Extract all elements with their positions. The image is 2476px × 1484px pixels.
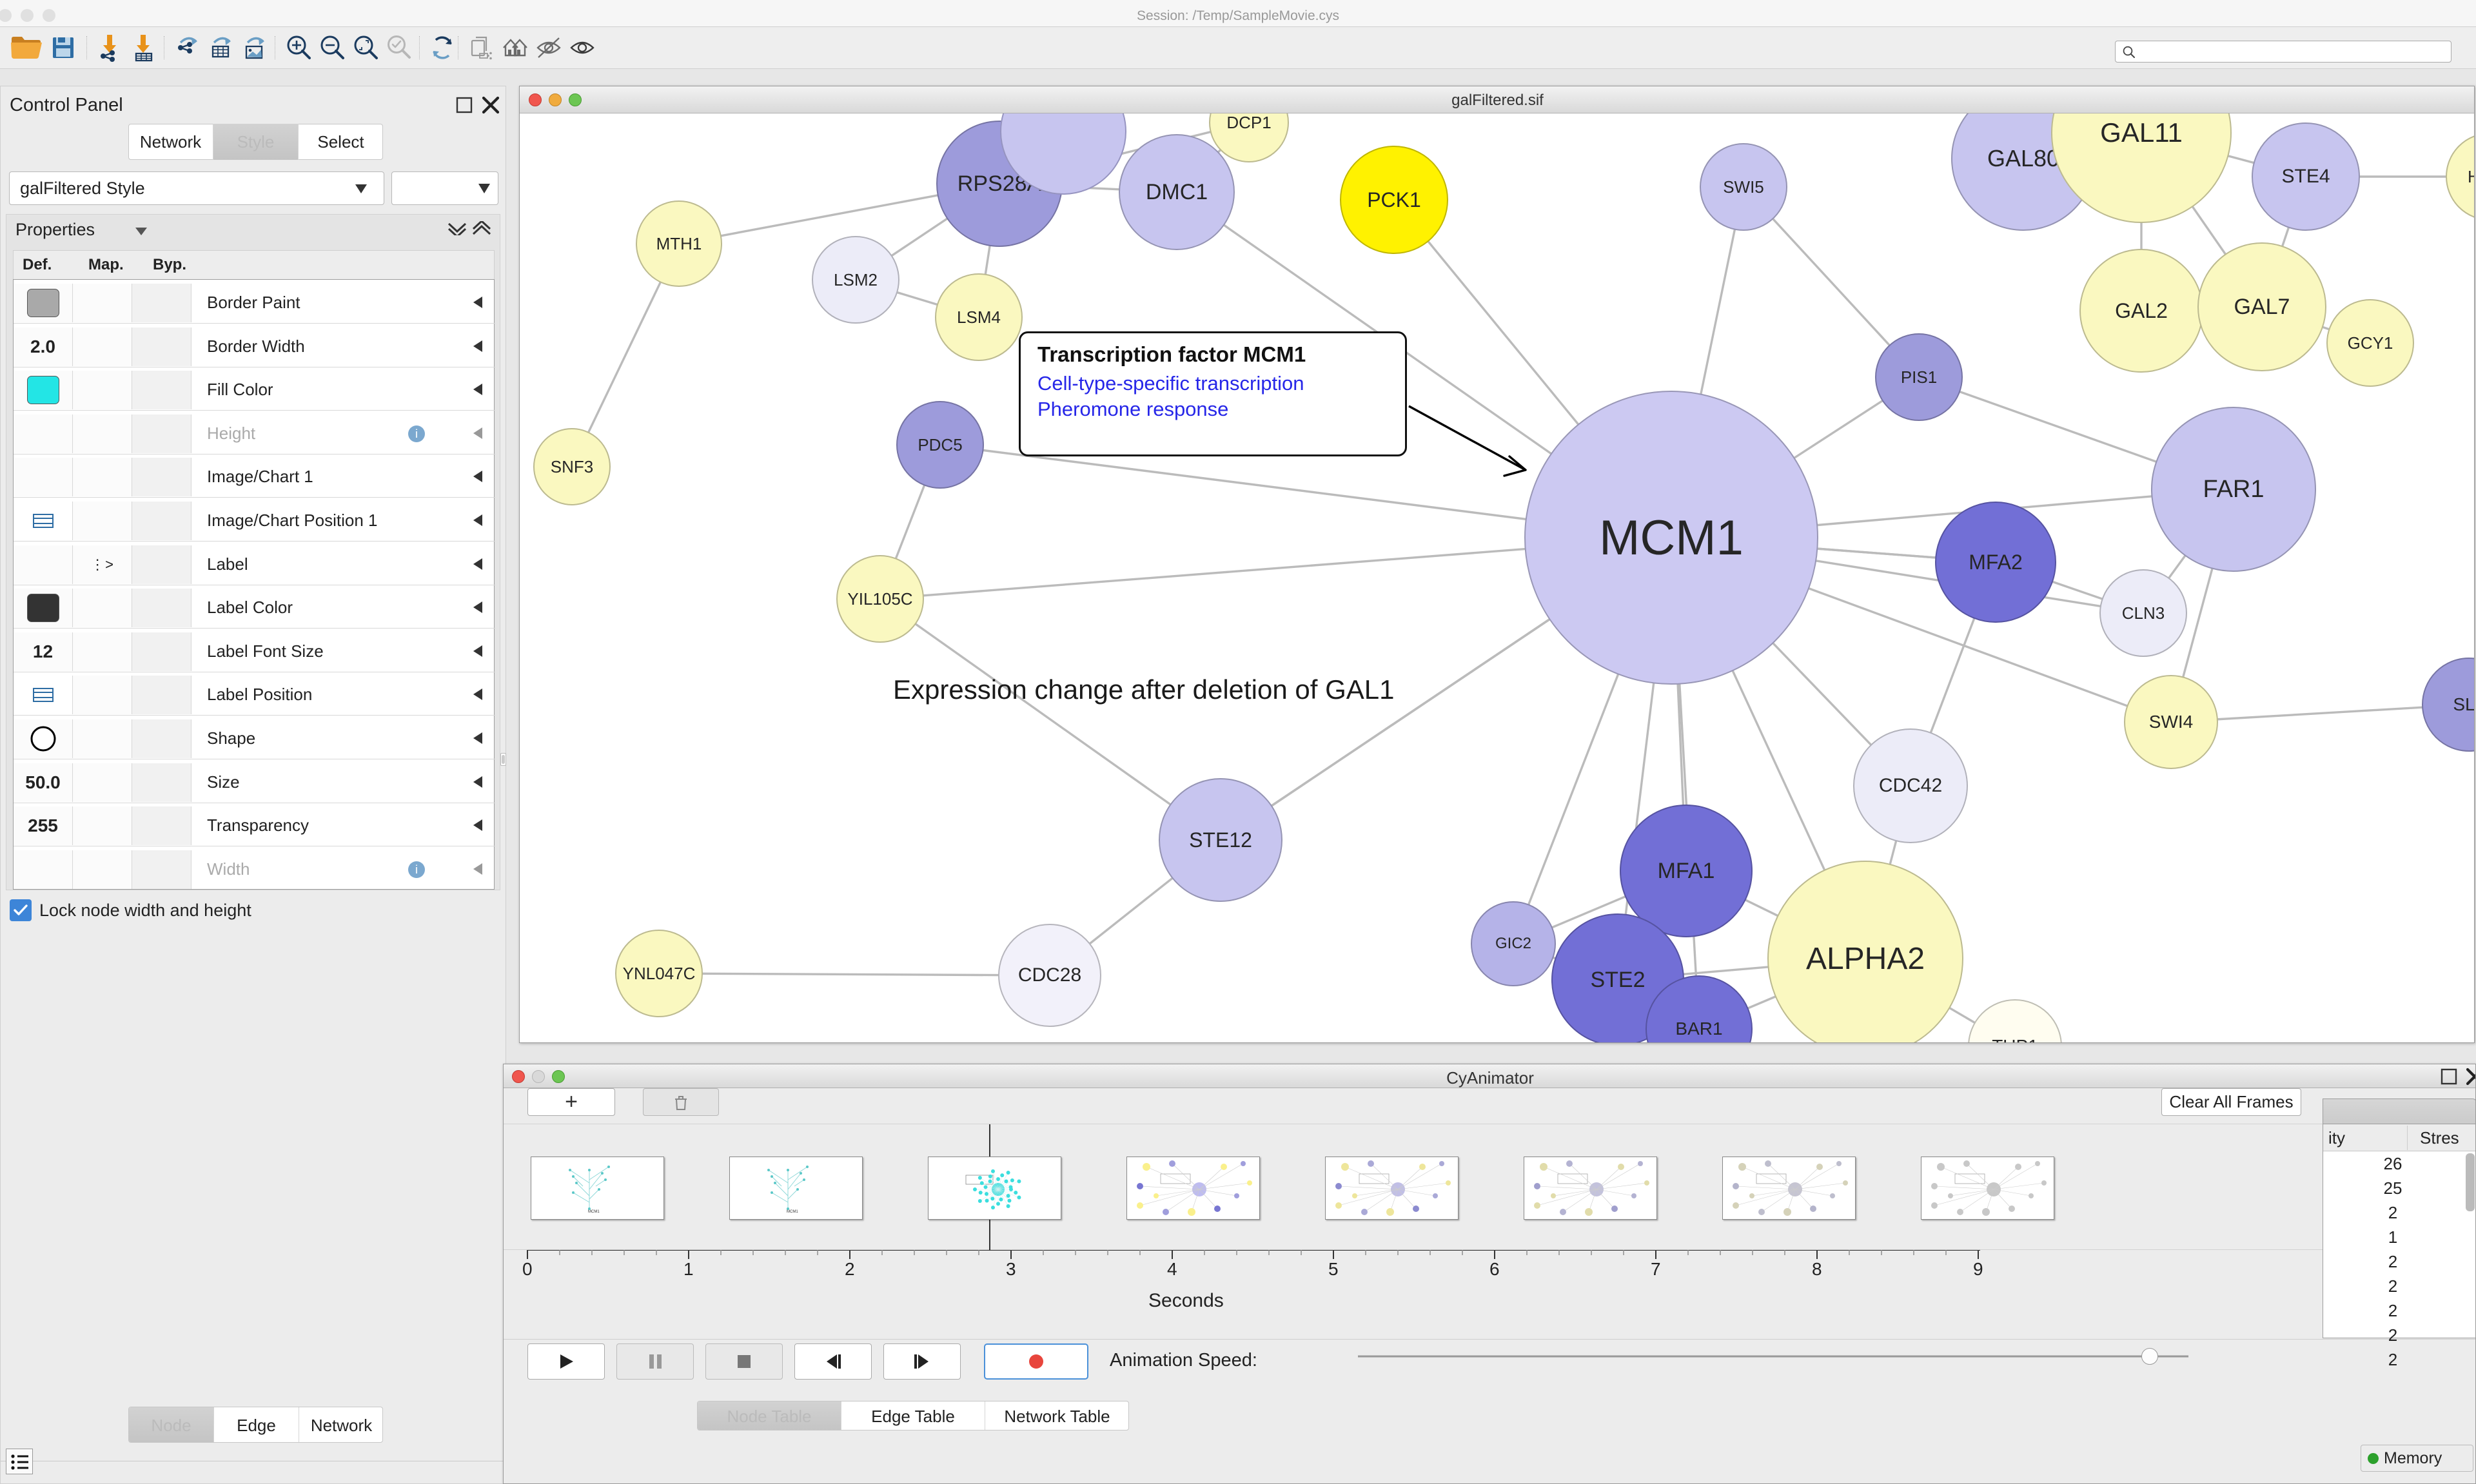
svg-text:i: i	[415, 863, 418, 876]
svg-text:MCM1: MCM1	[787, 1210, 798, 1214]
svg-text:MCM1: MCM1	[588, 1210, 600, 1214]
svg-text:i: i	[415, 427, 418, 440]
